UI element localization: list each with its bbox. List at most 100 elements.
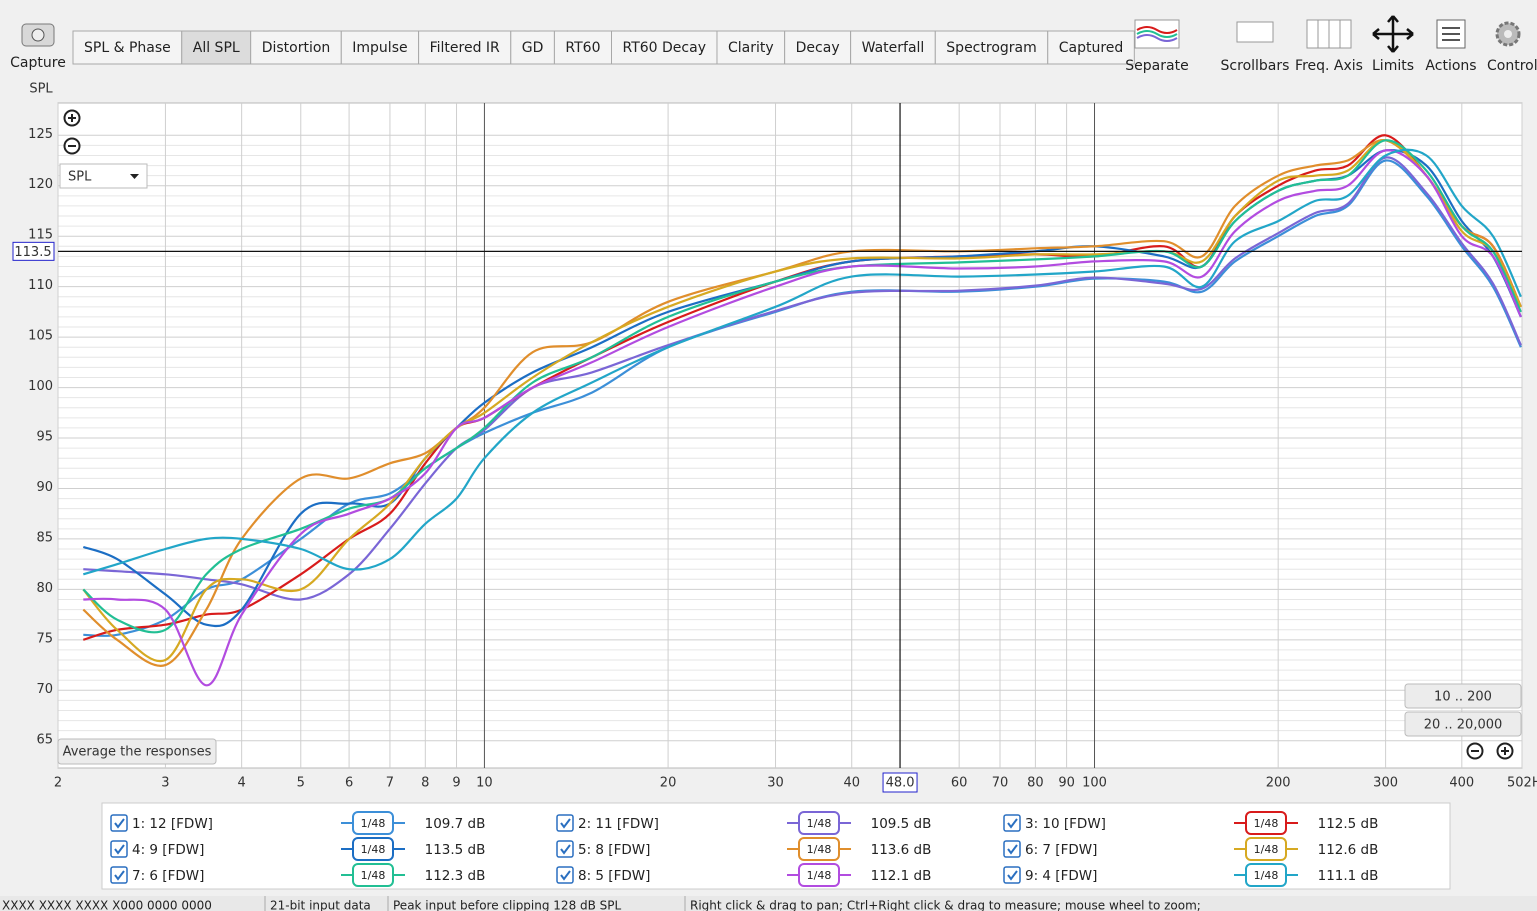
x-tick-label: 502Hz <box>1507 776 1537 791</box>
smoothing-icon[interactable] <box>352 811 394 835</box>
legend-level: 111.1 dB <box>1318 868 1379 884</box>
status-text: XXXX XXXX XXXX X000 0000 0000 <box>2 899 212 911</box>
tab-label[interactable]: Decay <box>796 40 840 56</box>
legend-name[interactable]: 7: 6 [FDW] <box>132 868 204 884</box>
tool-label[interactable]: Limits <box>1372 58 1414 74</box>
tool-icon-line <box>1136 26 1178 34</box>
range-label[interactable]: 10 .. 200 <box>1434 690 1492 705</box>
y-tick-label: 95 <box>36 430 53 445</box>
legend-check <box>1007 870 1018 881</box>
smoothing-icon[interactable] <box>798 863 840 887</box>
legend-checkbox[interactable] <box>1003 840 1021 858</box>
tab-label[interactable]: Clarity <box>728 40 774 56</box>
tab[interactable] <box>250 30 342 65</box>
legend-name[interactable]: 4: 9 [FDW] <box>132 842 204 858</box>
tab[interactable] <box>340 30 420 65</box>
range-label[interactable]: 20 .. 20,000 <box>1424 718 1503 733</box>
smoothing-label: 1/48 <box>807 817 832 830</box>
legend-checkbox[interactable] <box>1003 866 1021 884</box>
tab[interactable] <box>1047 30 1135 65</box>
smoothing-icon[interactable] <box>798 811 840 835</box>
legend-name[interactable]: 5: 8 [FDW] <box>578 842 650 858</box>
capture-lens <box>31 28 45 42</box>
x-tick-label: 300 <box>1373 776 1398 791</box>
legend-checkbox[interactable] <box>556 814 574 832</box>
tab-label[interactable]: Captured <box>1059 40 1124 56</box>
legend-name[interactable]: 9: 4 [FDW] <box>1025 868 1097 884</box>
capture-label[interactable]: Capture <box>10 55 66 71</box>
legend-check <box>1007 818 1018 829</box>
y-tick-label: 80 <box>36 581 53 596</box>
legend-checkbox[interactable] <box>1003 814 1021 832</box>
average-button[interactable] <box>57 738 217 765</box>
tab-label[interactable]: All SPL <box>193 40 240 56</box>
average-label[interactable]: Average the responses <box>63 745 212 760</box>
tab[interactable] <box>716 30 786 65</box>
tool-label[interactable]: Actions <box>1425 58 1476 74</box>
y-tick-label: 110 <box>28 278 53 293</box>
x-tick-label: 5 <box>297 776 305 791</box>
legend-check <box>1007 844 1018 855</box>
smoothing-icon[interactable] <box>1245 837 1287 861</box>
legend-checkbox[interactable] <box>110 814 128 832</box>
tab[interactable] <box>510 30 555 65</box>
legend-check <box>560 818 571 829</box>
series-line <box>83 149 1522 687</box>
legend-name[interactable]: 1: 12 [FDW] <box>132 816 213 832</box>
x-tick-label: 30 <box>767 776 784 791</box>
range-button[interactable] <box>1404 711 1522 737</box>
x-tick-label: 4 <box>238 776 246 791</box>
tab-label[interactable]: Spectrogram <box>946 40 1036 56</box>
tool-label[interactable]: Freq. Axis <box>1295 58 1363 74</box>
dropdown-label[interactable]: SPL <box>68 170 92 185</box>
tab[interactable] <box>418 30 512 65</box>
legend-name[interactable]: 8: 5 [FDW] <box>578 868 650 884</box>
legend-name[interactable]: 6: 7 [FDW] <box>1025 842 1097 858</box>
tab[interactable] <box>72 30 183 65</box>
tab-label[interactable]: SPL & Phase <box>84 40 171 56</box>
smoothing-icon[interactable] <box>352 837 394 861</box>
legend-box <box>101 802 1451 890</box>
smoothing-icon[interactable] <box>352 863 394 887</box>
legend-checkbox[interactable] <box>110 866 128 884</box>
y-tick-label: 70 <box>36 682 53 697</box>
legend-checkbox[interactable] <box>556 840 574 858</box>
tab-label[interactable]: RT60 Decay <box>623 40 706 56</box>
tool-label[interactable]: Separate <box>1125 58 1188 74</box>
smoothing-label: 1/48 <box>1254 869 1279 882</box>
tab-label[interactable]: Waterfall <box>862 40 925 56</box>
tool-label[interactable]: Controls <box>1487 58 1537 74</box>
series-line <box>82 139 1522 667</box>
tool-label[interactable]: Scrollbars <box>1221 58 1290 74</box>
smoothing-label: 1/48 <box>1254 817 1279 830</box>
smoothing-icon[interactable] <box>1245 811 1287 835</box>
tab[interactable] <box>934 30 1049 65</box>
tab[interactable] <box>553 30 612 65</box>
legend-checkbox[interactable] <box>110 840 128 858</box>
x-tick-label: 6 <box>345 776 353 791</box>
range-button[interactable] <box>1404 683 1522 709</box>
tab-label[interactable]: Filtered IR <box>430 40 500 56</box>
legend-level: 112.6 dB <box>1318 842 1379 858</box>
legend-level: 112.1 dB <box>871 868 932 884</box>
legend-level: 113.6 dB <box>871 842 932 858</box>
legend-name[interactable]: 2: 11 [FDW] <box>578 816 659 832</box>
y-tick-label: 115 <box>28 228 53 243</box>
smoothing-icon[interactable] <box>1245 863 1287 887</box>
legend-name[interactable]: 3: 10 [FDW] <box>1025 816 1106 832</box>
plot-controls: SPL Average the responses 10 .. 200 20 .. 2… <box>57 109 1522 765</box>
tool-icon <box>1236 21 1274 43</box>
series-line <box>82 139 1522 634</box>
tab-label[interactable]: Distortion <box>262 40 331 56</box>
smoothing-icon[interactable] <box>798 837 840 861</box>
tab[interactable] <box>850 30 936 65</box>
x-tick-label: 8 <box>421 776 429 791</box>
legend-checkbox[interactable] <box>556 866 574 884</box>
y-tick-label: 85 <box>36 530 53 545</box>
tab-label[interactable]: RT60 <box>565 40 600 56</box>
tab-label[interactable]: GD <box>522 40 544 56</box>
tab-label[interactable]: Impulse <box>352 40 407 56</box>
y-tick-label: 120 <box>28 177 53 192</box>
